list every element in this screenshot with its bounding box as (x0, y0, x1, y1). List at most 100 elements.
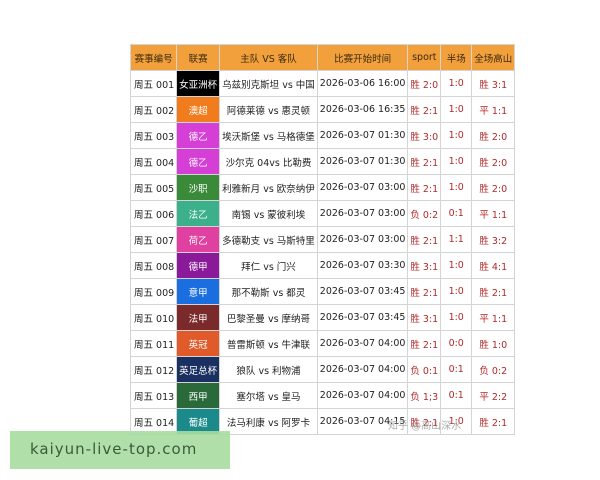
league-cell: 德乙 (176, 148, 221, 175)
half-cell: 1:0 (440, 148, 473, 175)
league-cell: 意甲 (176, 278, 221, 305)
time-cell: 2026-03-07 01:30 (316, 148, 409, 175)
table-row: 周五 007 荷乙 多德勒支 vs 马斯特里 2026-03-07 03:00 胜 2:… (129, 226, 516, 253)
table-row: 周五 006 法乙 南锡 vs 蒙彼利埃 2026-03-07 03:00 负 0:2 0… (129, 200, 516, 227)
time-cell: 2026-03-07 03:00 (316, 174, 409, 201)
half-cell: 1:0 (440, 70, 473, 97)
half-cell: 1:0 (440, 252, 473, 279)
time-cell: 2026-03-07 03:30 (316, 252, 409, 279)
id-cell: 周五 009 (129, 278, 178, 305)
league-cell: 德乙 (176, 122, 221, 149)
full-cell: 胜 1:0 (471, 330, 516, 357)
half-cell: 1:0 (440, 304, 473, 331)
time-cell: 2026-03-07 04:00 (316, 356, 409, 383)
watermark-box (10, 431, 230, 469)
match-cell: 塞尔塔 vs 皇马 (219, 382, 318, 409)
id-cell: 周五 003 (129, 122, 178, 149)
match-cell: 乌兹别克斯坦 vs 中国 (219, 70, 318, 97)
time-cell: 2026-03-06 16:35 (316, 96, 409, 123)
id-cell: 周五 005 (129, 174, 178, 201)
full-cell: 平 1:1 (471, 200, 516, 227)
league-cell: 沙职 (176, 174, 221, 201)
half-cell: 0:0 (440, 330, 473, 357)
time-cell: 2026-03-07 03:00 (316, 226, 409, 253)
full-cell: 平 2:2 (471, 382, 516, 409)
sport-cell: 胜 2:1 (407, 330, 442, 357)
match-cell: 那不勒斯 vs 都灵 (219, 278, 318, 305)
match-cell: 巴黎圣曼 vs 摩纳哥 (219, 304, 318, 331)
match-cell: 普雷斯顿 vs 牛津联 (219, 330, 318, 357)
header-cell: 比赛开始时间 (316, 44, 409, 71)
league-cell: 西甲 (176, 382, 221, 409)
sport-cell: 负 1;3 (407, 382, 442, 409)
time-cell: 2026-03-07 04:00 (316, 382, 409, 409)
sport-cell: 胜 2:0 (407, 70, 442, 97)
league-cell: 德甲 (176, 252, 221, 279)
full-cell: 负 0:2 (471, 356, 516, 383)
half-cell: 0:1 (440, 382, 473, 409)
header-cell: 半场 (440, 44, 473, 71)
sport-cell: 负 0:1 (407, 356, 442, 383)
time-cell: 2026-03-07 04:15 (316, 408, 409, 435)
id-cell: 周五 007 (129, 226, 178, 253)
table-row: 周五 004 德乙 沙尔克 04vs 比勒费 2026-03-07 01:30 胜 2:… (129, 148, 516, 175)
id-cell: 周五 011 (129, 330, 178, 357)
header-cell: 主队 VS 客队 (219, 44, 318, 71)
table-row: 周五 003 德乙 埃沃斯堡 vs 马格德堡 2026-03-07 01:30 胜 3:… (129, 122, 516, 149)
sport-cell: 胜 2:1 (407, 278, 442, 305)
watermark-source: 知乎 @高山深水 (388, 421, 462, 432)
table-row: 周五 010 法甲 巴黎圣曼 vs 摩纳哥 2026-03-07 03:45 胜 3:1… (129, 304, 516, 331)
half-cell: 1:1 (440, 226, 473, 253)
sport-cell: 胜 2:1 (407, 226, 442, 253)
half-cell: 1:0 (440, 174, 473, 201)
time-cell: 2026-03-07 03:45 (316, 304, 409, 331)
match-table: 赛事编号 联赛 主队 VS 客队 比赛开始时间 sport 半场 全场高山 周五 001 女亚… (129, 44, 516, 435)
match-cell: 狼队 vs 利物浦 (219, 356, 318, 383)
table-row: 周五 008 德甲 拜仁 vs 门兴 2026-03-07 03:30 胜 3:1 1:0… (129, 252, 516, 279)
sport-cell: 胜 3:0 (407, 122, 442, 149)
half-cell: 1:0 (440, 408, 473, 435)
header-cell: 赛事编号 (129, 44, 178, 71)
match-cell: 南锡 vs 蒙彼利埃 (219, 200, 318, 227)
sport-cell: 胜 3:1 (407, 252, 442, 279)
id-cell: 周五 006 (129, 200, 178, 227)
full-cell: 平 1:1 (471, 96, 516, 123)
id-cell: 周五 013 (129, 382, 178, 409)
league-cell: 澳超 (176, 96, 221, 123)
league-cell: 法甲 (176, 304, 221, 331)
header-cell: 全场高山 (471, 44, 516, 71)
id-cell: 周五 012 (129, 356, 178, 383)
time-cell: 2026-03-07 04:00 (316, 330, 409, 357)
league-cell: 英冠 (176, 330, 221, 357)
sport-cell: 胜 3:1 (407, 304, 442, 331)
sport-cell: 胜 2:1 (407, 148, 442, 175)
match-cell: 多德勒支 vs 马斯特里 (219, 226, 318, 253)
league-cell: 法乙 (176, 200, 221, 227)
full-cell: 胜 2:0 (471, 174, 516, 201)
header-cell: sport (407, 44, 442, 71)
id-cell: 周五 004 (129, 148, 178, 175)
half-cell: 1:0 (440, 96, 473, 123)
half-cell: 1:0 (440, 122, 473, 149)
full-cell: 胜 3:2 (471, 226, 516, 253)
half-cell: 0:1 (440, 200, 473, 227)
half-cell: 0:1 (440, 356, 473, 383)
table-row: 周五 005 沙职 利雅新月 vs 欧奈纳伊 2026-03-07 03:00 胜 2:… (129, 174, 516, 201)
watermark-site: kaiyun-live-top.com (30, 440, 198, 458)
table-row: 周五 001 女亚洲杯 乌兹别克斯坦 vs 中国 2026-03-06 16:00 胜 … (129, 70, 516, 97)
full-cell: 胜 2:1 (471, 278, 516, 305)
match-cell: 利雅新月 vs 欧奈纳伊 (219, 174, 318, 201)
league-cell: 女亚洲杯 (176, 70, 221, 97)
table-row: 周五 014 葡超 法马利康 vs 阿罗卡 2026-03-07 04:15 胜 2:1… (129, 408, 516, 435)
full-cell: 胜 3:1 (471, 70, 516, 97)
sport-cell: 胜 2:1 (407, 96, 442, 123)
table-row: 周五 009 意甲 那不勒斯 vs 都灵 2026-03-07 03:45 胜 2:1 1… (129, 278, 516, 305)
sport-cell: 胜 2:1 (407, 174, 442, 201)
match-cell: 拜仁 vs 门兴 (219, 252, 318, 279)
sport-cell: 胜 2:1 (407, 408, 442, 435)
table-row: 周五 002 澳超 阿德莱德 vs 惠灵顿 2026-03-06 16:35 胜 2:1… (129, 96, 516, 123)
full-cell: 平 1:1 (471, 304, 516, 331)
match-cell: 沙尔克 04vs 比勒费 (219, 148, 318, 175)
header-cell: 联赛 (176, 44, 221, 71)
